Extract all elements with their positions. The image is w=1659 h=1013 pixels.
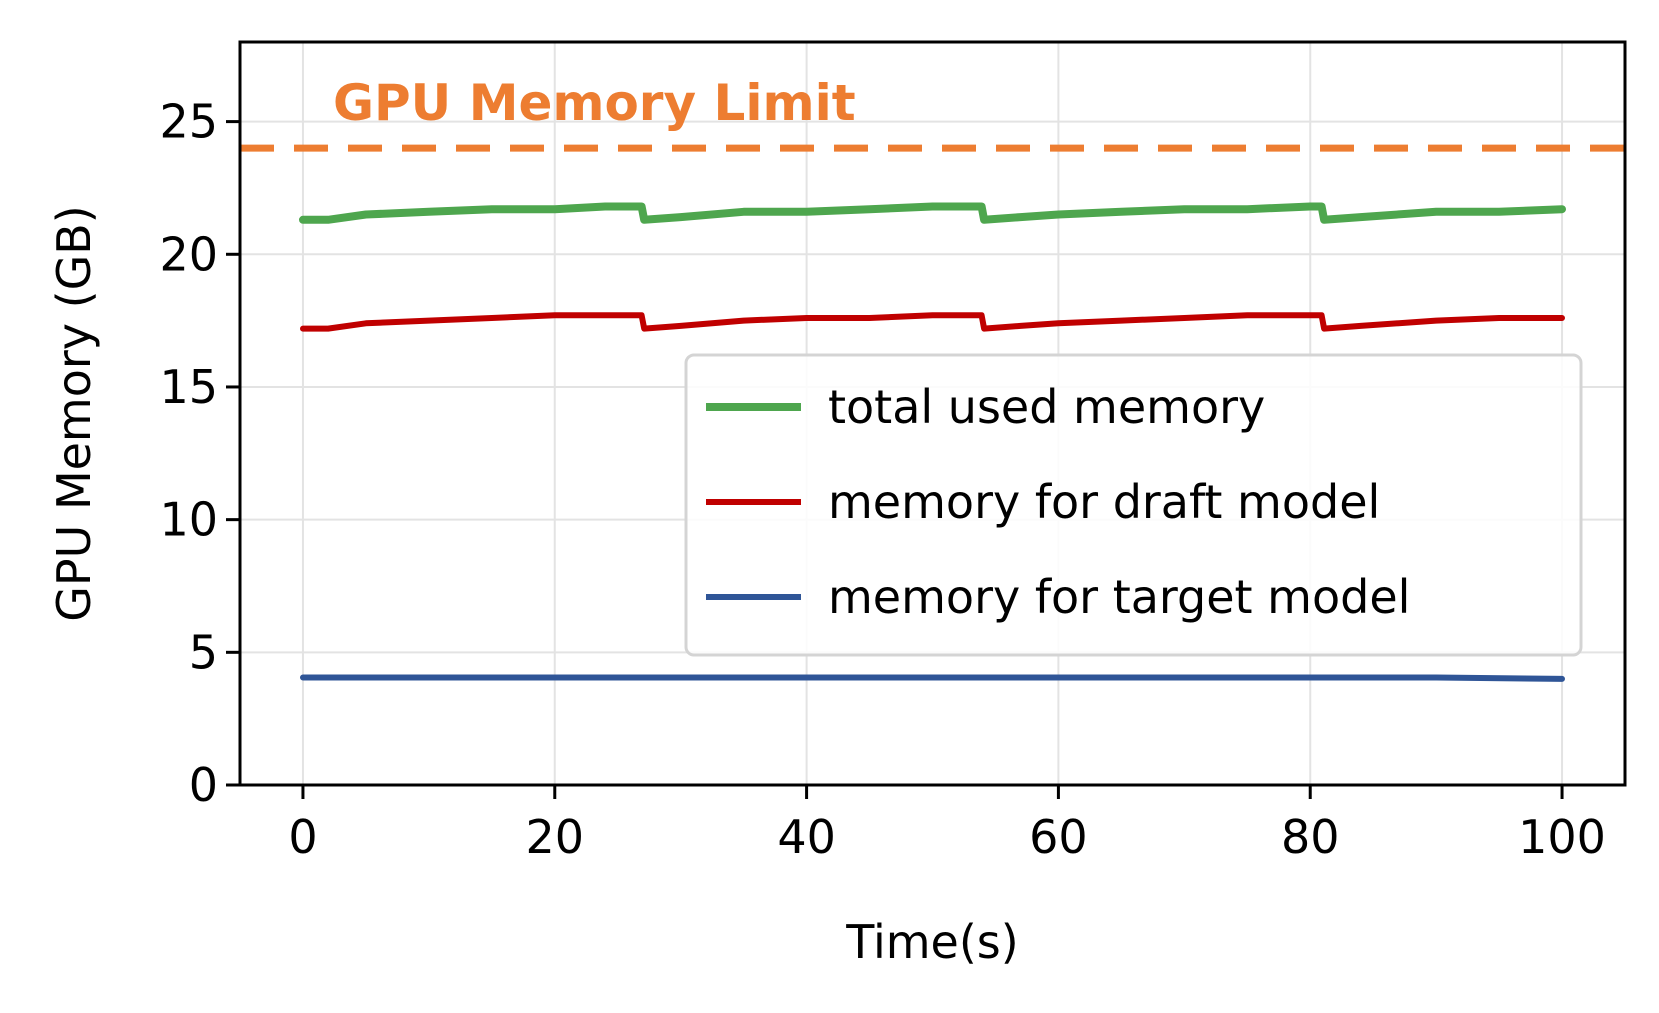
y-tick-label: 20	[159, 227, 218, 281]
series-lines	[299, 202, 1566, 682]
x-tick-label: 80	[1281, 810, 1340, 864]
x-tick-label: 0	[288, 810, 317, 864]
series-line-1	[299, 202, 1566, 224]
x-tick-label: 20	[525, 810, 584, 864]
memory-limit-label: GPU Memory Limit	[333, 74, 856, 132]
x-tick-label: 60	[1029, 810, 1088, 864]
x-tick-label: 40	[777, 810, 836, 864]
series-line-3	[300, 674, 1565, 682]
plot-frame	[238, 40, 1627, 787]
legend-box	[684, 353, 1583, 657]
y-axis-ticks: 0 5 10 15 20 25	[159, 95, 240, 812]
y-tick-label: 25	[159, 95, 218, 149]
x-axis-ticks: 0 20 40 60 80 100	[288, 785, 1606, 864]
y-tick-label: 10	[159, 493, 218, 547]
y-axis-label: GPU Memory (GB)	[47, 205, 101, 621]
series-line-2	[300, 312, 1565, 332]
y-tick-label: 0	[189, 758, 218, 812]
legend-label: total used memory	[828, 380, 1265, 434]
y-tick-label: 5	[189, 625, 218, 679]
y-tick-label: 15	[159, 360, 218, 414]
x-tick-label: 100	[1518, 810, 1606, 864]
legend-label: memory for target model	[828, 570, 1410, 624]
legend: total used memory memory for draft model m…	[684, 353, 1583, 657]
legend-label: memory for draft model	[828, 475, 1380, 529]
x-axis-label: Time(s)	[845, 915, 1018, 969]
